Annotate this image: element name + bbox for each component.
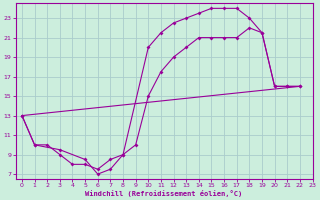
X-axis label: Windchill (Refroidissement éolien,°C): Windchill (Refroidissement éolien,°C): [85, 190, 243, 197]
